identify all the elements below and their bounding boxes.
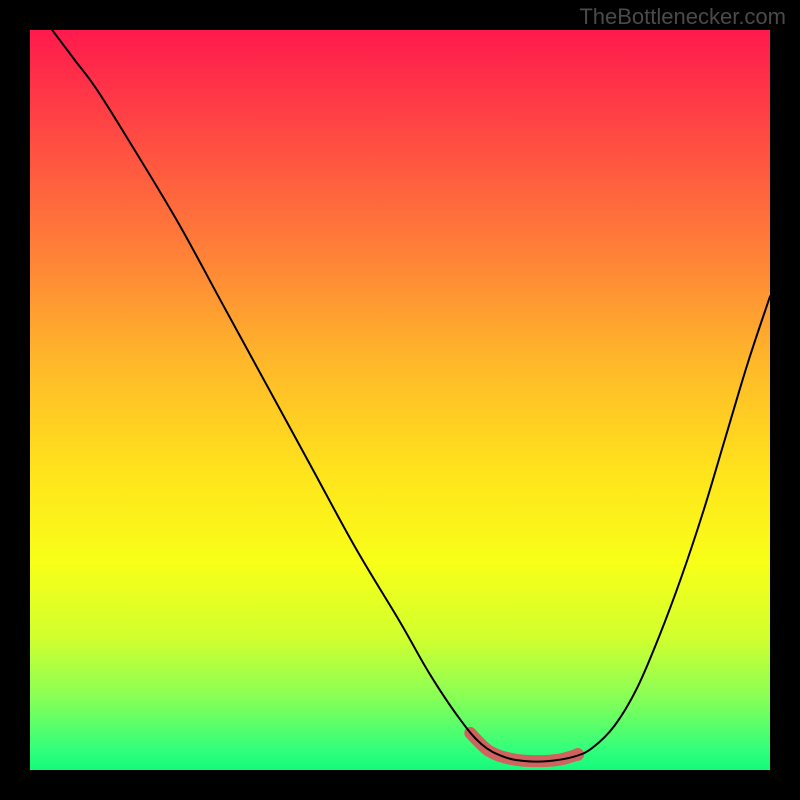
- plot-background: [30, 30, 770, 770]
- figure-root: TheBottlenecker.com: [0, 0, 800, 800]
- chart-svg: [0, 0, 800, 800]
- watermark-text: TheBottlenecker.com: [579, 4, 786, 30]
